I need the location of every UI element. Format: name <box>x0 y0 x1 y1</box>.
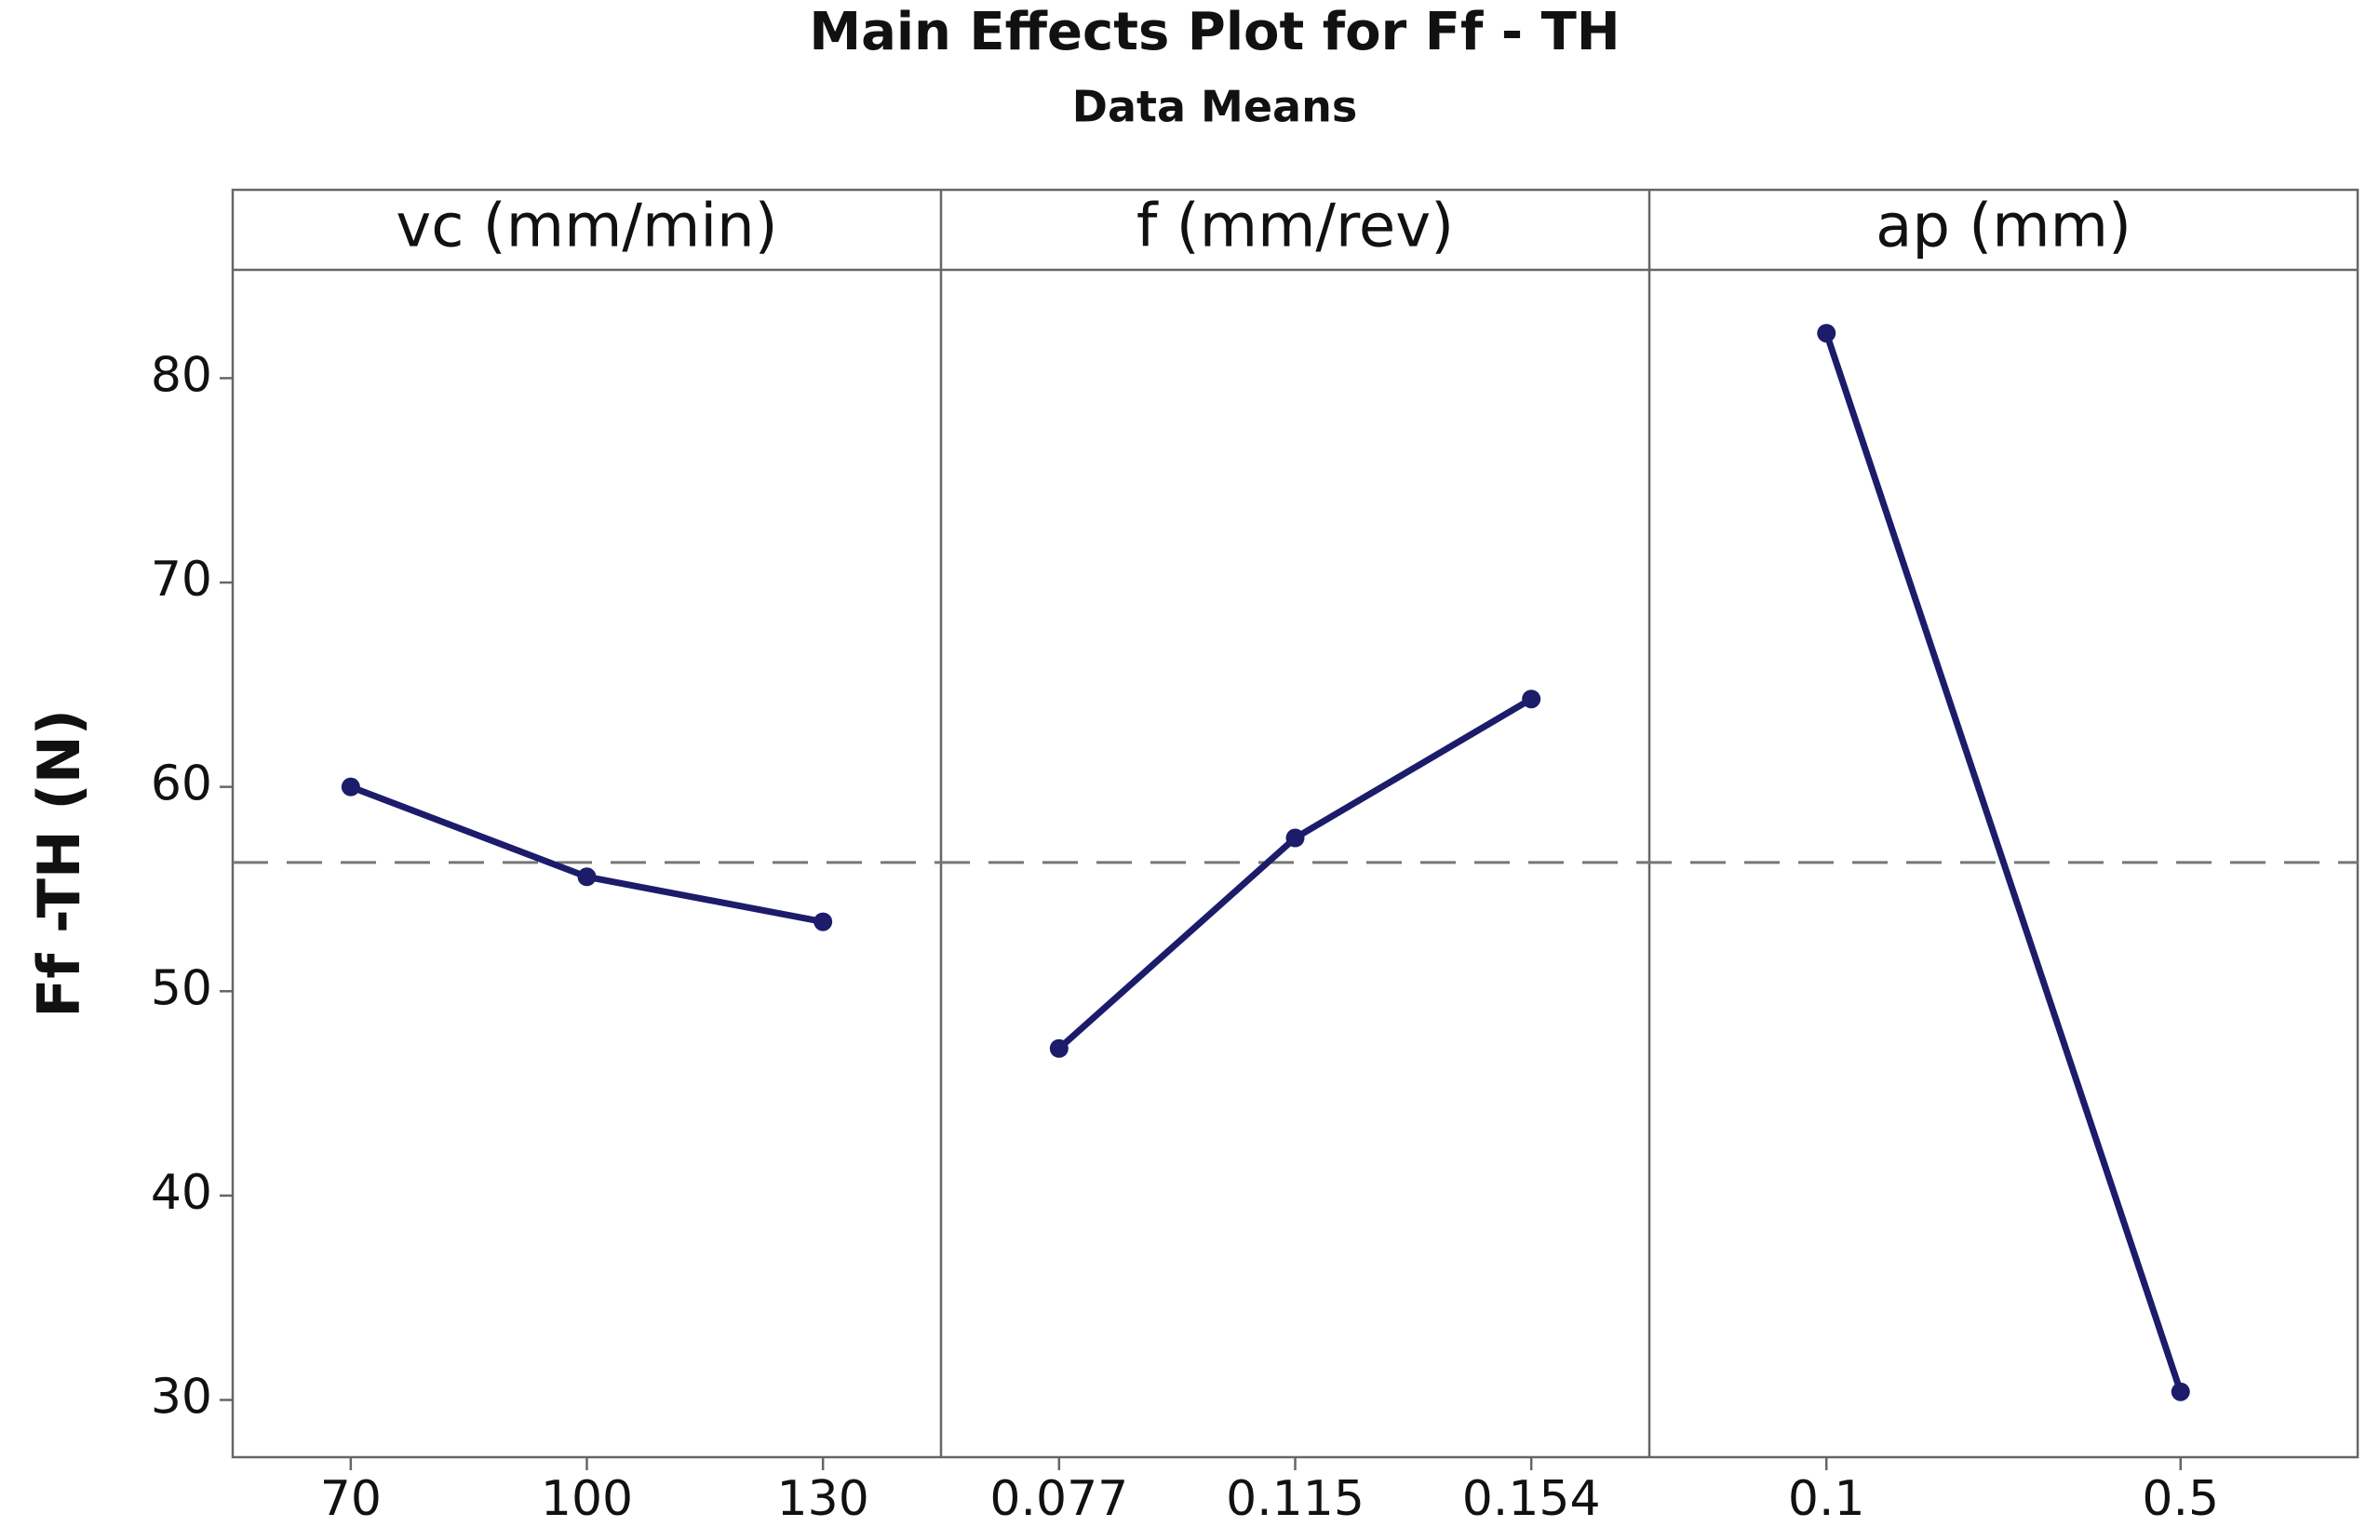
chart-title: Main Effects Plot for Ff - TH <box>809 2 1620 62</box>
y-tick-label: 70 <box>151 552 212 608</box>
point <box>814 912 833 931</box>
x-tick-label: 0.1 <box>1788 1471 1865 1527</box>
point <box>1522 690 1541 709</box>
x-tick-label: 130 <box>777 1471 869 1527</box>
point <box>577 867 597 887</box>
panel-title: f (mm/rev) <box>1136 193 1454 261</box>
x-tick-label: 70 <box>320 1471 382 1527</box>
x-tick-label: 0.077 <box>989 1471 1128 1527</box>
y-tick-label: 60 <box>151 757 212 812</box>
point <box>1817 324 1836 343</box>
point <box>341 777 360 797</box>
y-tick-label: 30 <box>151 1370 212 1426</box>
x-tick-label: 100 <box>541 1471 633 1527</box>
panel-title: vc (mm/min) <box>396 193 777 261</box>
point <box>1285 828 1305 848</box>
y-axis-label: Ff -TH (N) <box>25 709 93 1018</box>
effect-line <box>1822 331 2185 1393</box>
y-tick-label: 80 <box>151 347 212 403</box>
point <box>1049 1038 1069 1058</box>
x-tick-label: 0.5 <box>2142 1471 2219 1527</box>
point <box>2171 1382 2190 1401</box>
y-tick-label: 50 <box>151 960 212 1016</box>
panel-title: ap (mm) <box>1876 193 2131 261</box>
chart-subtitle: Data Means <box>1072 82 1357 132</box>
x-tick-label: 0.115 <box>1226 1471 1365 1527</box>
y-tick-label: 40 <box>151 1165 212 1221</box>
x-tick-label: 0.154 <box>1462 1471 1601 1527</box>
